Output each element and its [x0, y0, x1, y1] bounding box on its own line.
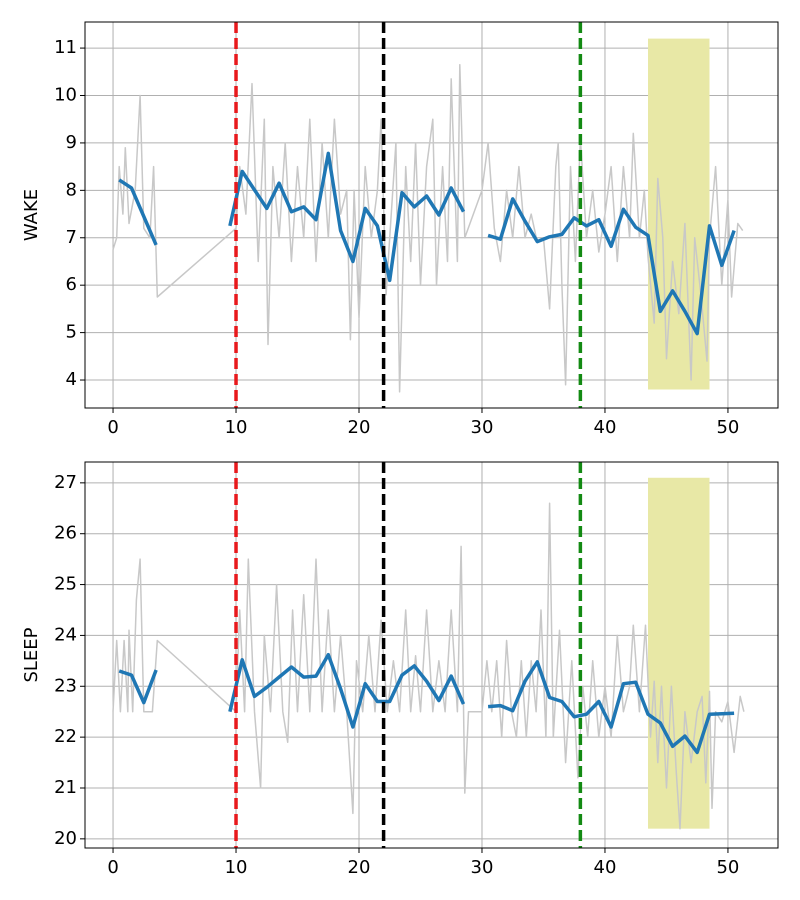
y-axis-label: WAKE	[21, 189, 42, 241]
y-tick-label: 21	[54, 777, 77, 798]
subplot: 0 10 20 30 40 50 4 5 6 7 8 9 10 11 WAKE	[21, 21, 779, 438]
x-tick-label: 50	[716, 417, 739, 438]
y-tick-label: 27	[54, 472, 77, 493]
data-line	[118, 652, 735, 755]
x-tick-label: 50	[716, 857, 739, 878]
x-tick-label: 40	[594, 417, 617, 438]
x-tick-label: 20	[348, 857, 371, 878]
x-tick-label: 40	[594, 857, 617, 878]
y-tick-label: 25	[54, 574, 77, 595]
subplot: 0 10 20 30 40 50 20 21 22 23 24 25 26 27 SLEEP	[21, 461, 779, 878]
x-tick-label: 30	[471, 417, 494, 438]
y-tick-label: 10	[54, 85, 77, 106]
y-tick-label: 4	[66, 369, 77, 390]
data-line	[112, 502, 745, 830]
y-tick-label: 11	[54, 37, 77, 58]
y-tick-label: 20	[54, 828, 77, 849]
x-tick-label: 10	[225, 417, 248, 438]
highlight-span	[648, 477, 710, 829]
y-tick-label: 8	[66, 179, 77, 200]
plot-frame	[84, 461, 779, 849]
y-tick-label: 5	[66, 322, 77, 343]
y-tick-label: 24	[54, 624, 77, 645]
plot-frame	[84, 21, 779, 409]
x-tick-label: 0	[107, 857, 118, 878]
x-tick-label: 10	[225, 857, 248, 878]
x-tick-label: 0	[107, 417, 118, 438]
y-tick-label: 7	[66, 227, 77, 248]
y-tick-label: 23	[54, 675, 77, 696]
data-line	[118, 151, 736, 336]
data-line	[112, 63, 744, 393]
x-tick-label: 30	[471, 857, 494, 878]
x-tick-label: 20	[348, 417, 371, 438]
y-tick-label: 26	[54, 523, 77, 544]
y-tick-label: 22	[54, 726, 77, 747]
y-tick-label: 6	[66, 274, 77, 295]
y-tick-label: 9	[66, 132, 77, 153]
y-axis-label: SLEEP	[21, 627, 42, 682]
